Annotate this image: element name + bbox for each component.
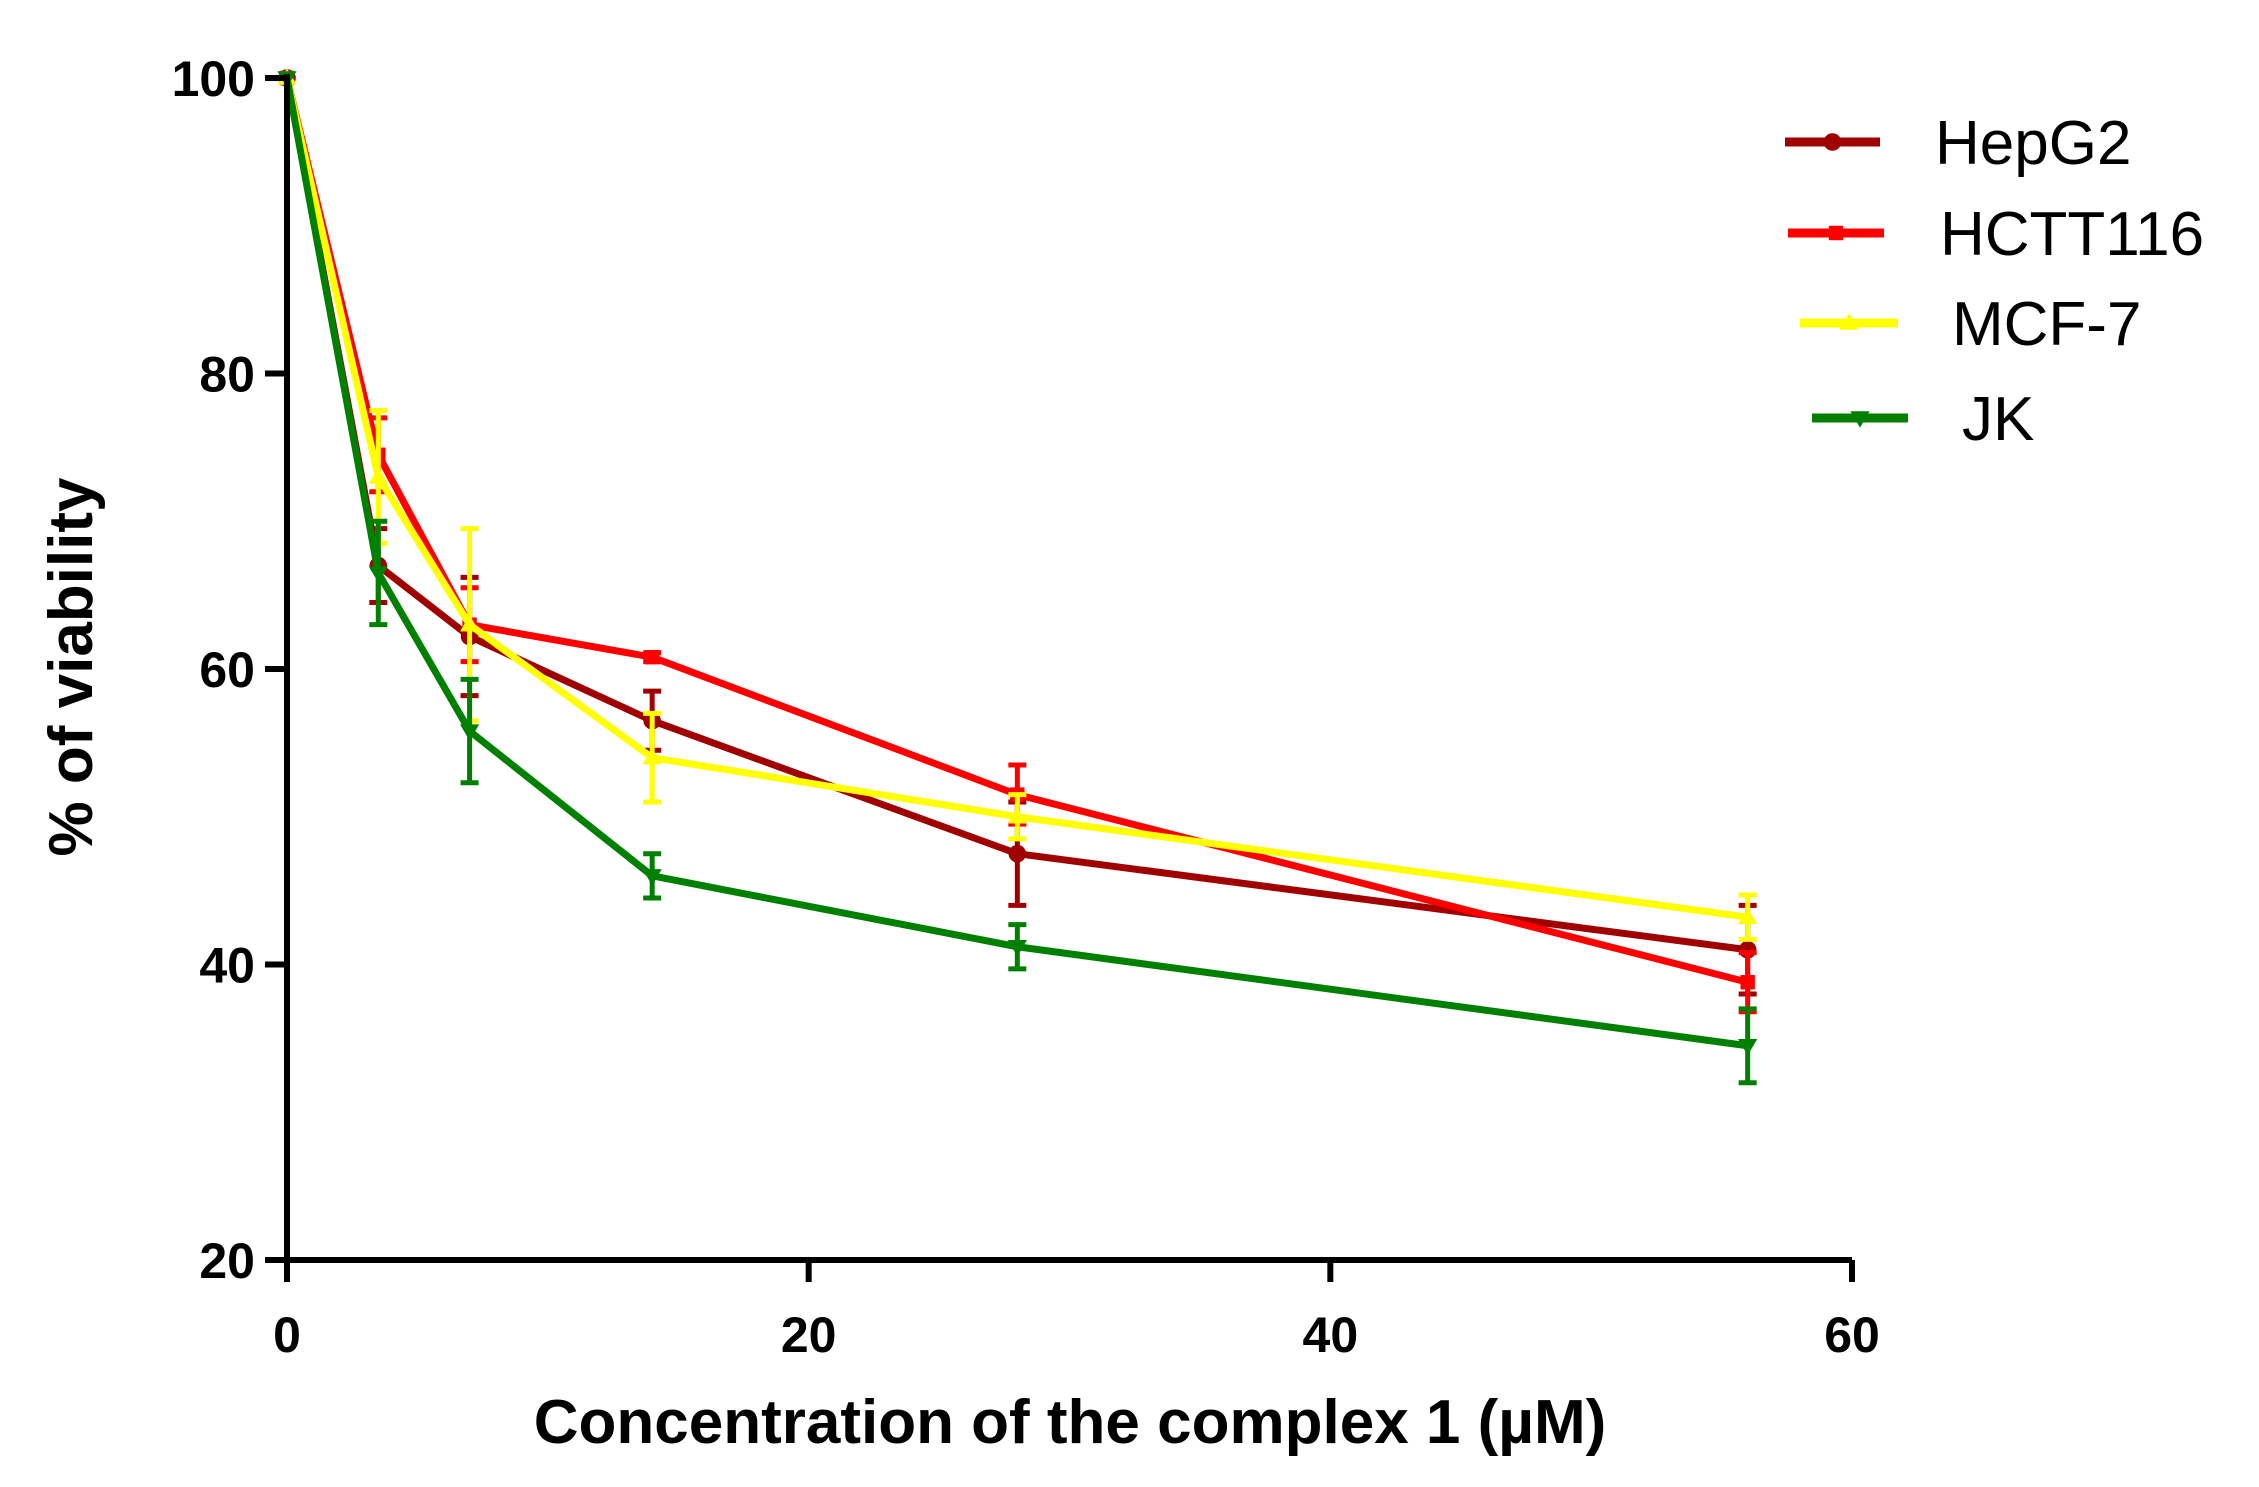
legend: HepG2 HCTT116 MCF-7 JK xyxy=(1785,109,2204,454)
data-point-hepg2 xyxy=(1008,844,1027,863)
legend-marker-mcf-7 xyxy=(1839,313,1859,330)
legend-label-jk: JK xyxy=(1962,385,2034,454)
data-point-hctt116 xyxy=(1740,975,1755,990)
y-axis-title: % of viability xyxy=(37,477,106,856)
legend-entry-hepg2: HepG2 xyxy=(1785,109,2131,178)
data-point-jk xyxy=(1738,1039,1758,1056)
data-point-jk xyxy=(368,566,388,583)
x-tick-label: 20 xyxy=(781,1307,837,1363)
series-line-hctt116 xyxy=(283,77,1749,986)
y-tick-label: 100 xyxy=(172,51,255,107)
data-point-mcf-7 xyxy=(368,467,388,484)
legend-entry-hctt116: HCTT116 xyxy=(1788,200,2204,269)
series-jk xyxy=(277,71,1758,1086)
data-point-mcf-7 xyxy=(459,615,480,632)
y-tick-label: 20 xyxy=(199,1233,255,1289)
x-tick-label: 0 xyxy=(273,1307,301,1363)
series-line-jk xyxy=(283,77,1749,1050)
legend-label-hctt116: HCTT116 xyxy=(1940,200,2204,269)
x-axis-title: Concentration of the complex 1 (µM) xyxy=(534,1388,1607,1457)
legend-label-hepg2: HepG2 xyxy=(1935,109,2131,178)
x-tick-label: 40 xyxy=(1303,1307,1359,1363)
data-point-jk xyxy=(1007,940,1027,957)
legend-marker-hctt116 xyxy=(1828,225,1844,241)
series-layer xyxy=(277,68,1758,1086)
data-point-mcf-7 xyxy=(1007,807,1027,824)
legend-marker-hepg2 xyxy=(1823,133,1842,151)
series-mcf-7 xyxy=(277,68,1758,942)
y-tick-label: 80 xyxy=(199,347,255,403)
data-point-jk xyxy=(642,869,662,886)
data-point-mcf-7 xyxy=(642,748,662,765)
y-tick-label: 40 xyxy=(199,938,255,994)
data-point-hctt116 xyxy=(644,649,660,665)
data-point-mcf-7 xyxy=(1738,907,1758,924)
legend-entry-jk: JK xyxy=(1812,385,2034,454)
y-tick-label: 60 xyxy=(199,642,255,698)
legend-entry-mcf-7: MCF-7 xyxy=(1800,290,2141,359)
legend-marker-jk xyxy=(1850,411,1870,428)
series-hepg2 xyxy=(278,69,1757,997)
x-tick-label: 60 xyxy=(1824,1307,1880,1363)
series-line-mcf-7 xyxy=(283,77,1749,921)
legend-label-mcf-7: MCF-7 xyxy=(1952,290,2141,359)
data-point-jk xyxy=(459,724,480,741)
axes-layer: 0 20 40 60 20 40 60 80 100 xyxy=(172,51,1880,1363)
